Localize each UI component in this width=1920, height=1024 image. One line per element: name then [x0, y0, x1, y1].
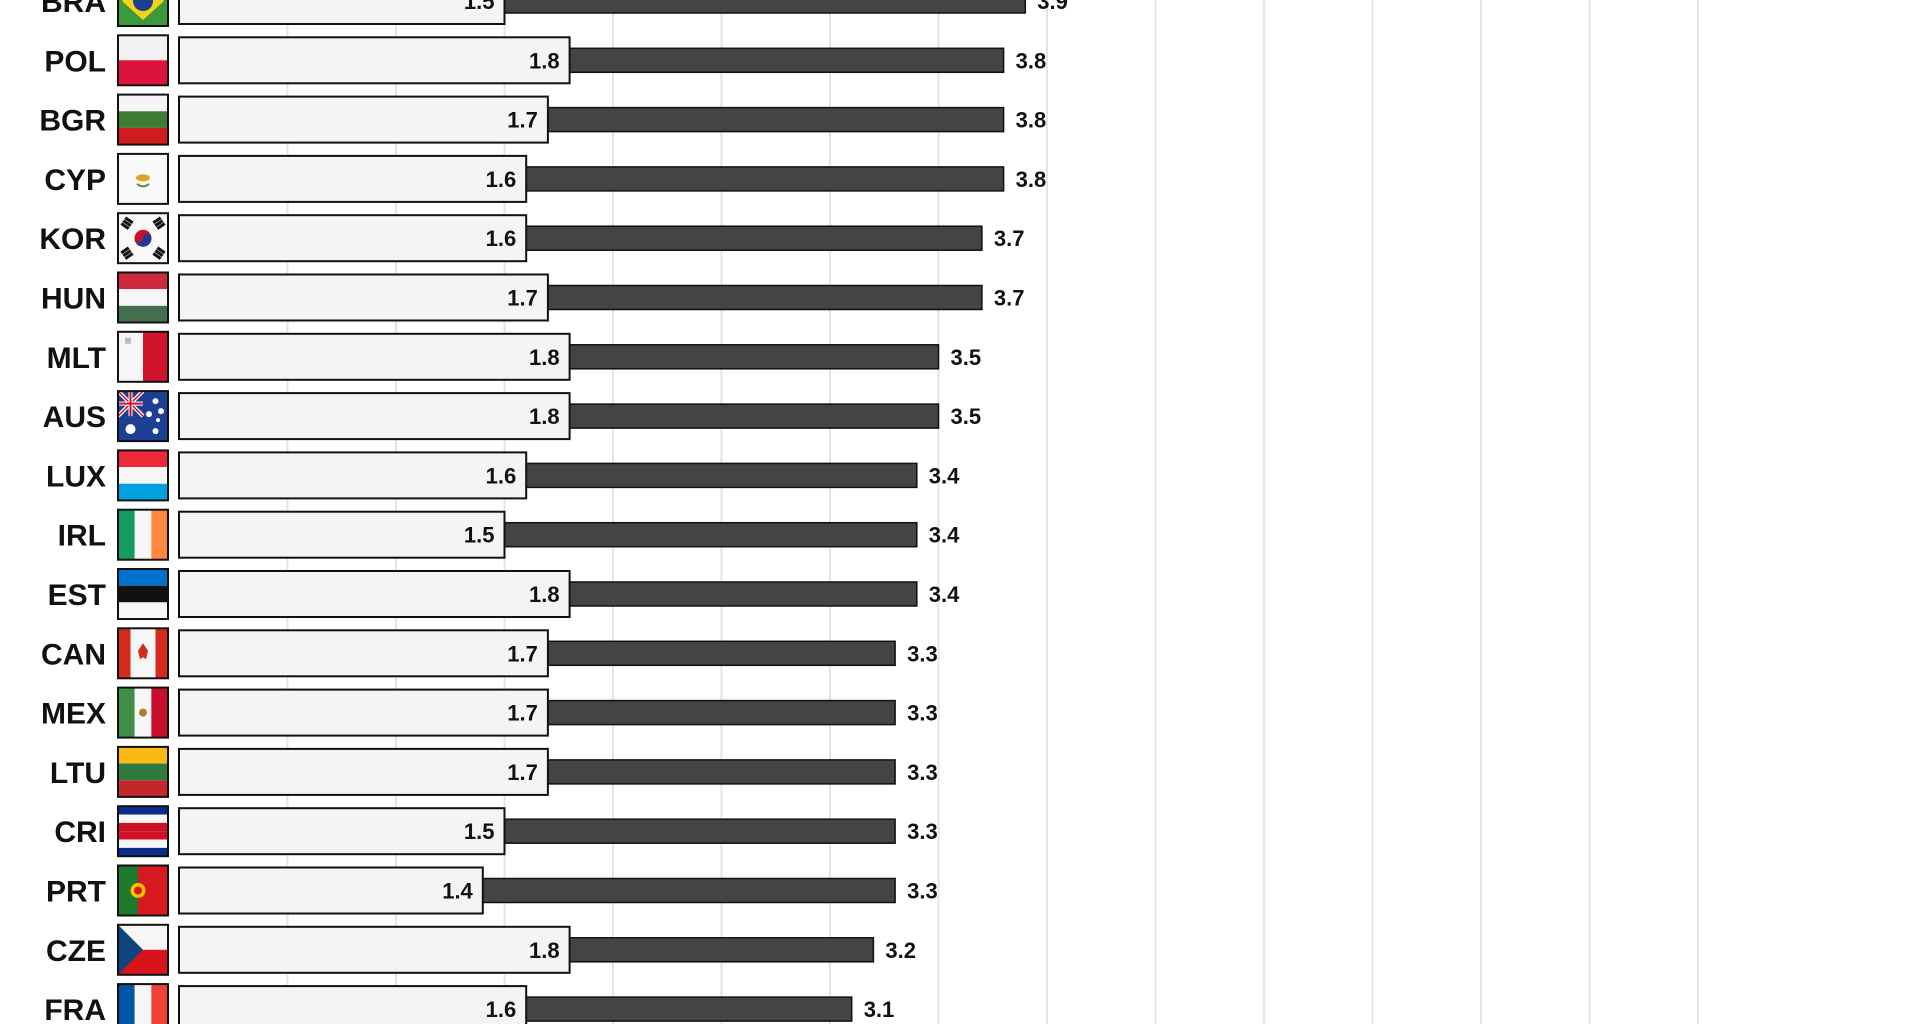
brazil-flag-icon: [117, 0, 169, 27]
value-label-outer: 3.8: [1016, 108, 1047, 133]
value-label-outer: 3.3: [907, 760, 938, 785]
france-flag-icon: [117, 983, 169, 1024]
value-label-inner: 1.5: [464, 819, 495, 844]
country-label-est: EST: [48, 579, 106, 612]
value-label-outer: 3.4: [929, 463, 960, 488]
value-label-inner: 1.7: [507, 701, 538, 726]
bar-inner-mlt: [178, 332, 571, 381]
estonia-flag-icon: [117, 568, 169, 620]
country-label-bra: BRA: [41, 0, 106, 19]
country-label-fra: FRA: [44, 994, 106, 1024]
bar-inner-aus: [178, 392, 571, 441]
lithuania-flag-icon: [117, 745, 169, 798]
luxembourg-flag-icon: [117, 449, 169, 502]
bars: [178, 0, 1027, 1024]
value-label-inner: 1.7: [507, 641, 538, 666]
portugal-flag-icon: [117, 864, 169, 917]
czechia-flag-icon: [117, 923, 169, 976]
country-label-pol: POL: [44, 45, 106, 78]
value-label-inner: 1.5: [464, 523, 495, 548]
country-label-hun: HUN: [41, 283, 106, 316]
value-label-outer: 3.3: [907, 879, 938, 904]
bar-inner-bra: [178, 0, 506, 25]
value-label-inner: 1.6: [486, 226, 517, 251]
mexico-flag-icon: [117, 686, 169, 739]
malta-flag-icon: [117, 330, 169, 383]
hungary-flag-icon: [117, 271, 169, 324]
bar-inner-can: [178, 629, 549, 678]
value-label-outer: 3.8: [1016, 167, 1047, 192]
value-label-inner: 1.6: [486, 997, 517, 1022]
value-label-outer: 3.3: [907, 819, 938, 844]
country-label-lux: LUX: [46, 460, 106, 493]
ireland-flag-icon: [117, 508, 169, 561]
country-label-prt: PRT: [46, 876, 106, 909]
value-label-inner: 1.7: [507, 760, 538, 785]
bar-inner-ltu: [178, 747, 549, 796]
poland-flag-icon: [117, 34, 169, 87]
value-label-inner: 1.8: [529, 48, 560, 73]
country-label-mlt: MLT: [47, 342, 106, 375]
country-label-ltu: LTU: [50, 757, 106, 790]
flags: [116, 0, 169, 1024]
value-label-inner: 1.8: [529, 345, 560, 370]
country-label-irl: IRL: [58, 520, 106, 553]
value-label-outer: 3.3: [907, 641, 938, 666]
bar-inner-est: [178, 570, 571, 618]
country-label-mex: MEX: [41, 698, 106, 731]
country-label-can: CAN: [41, 638, 106, 671]
country-label-kor: KOR: [39, 223, 106, 256]
canada-flag-icon: [117, 627, 169, 680]
value-label-outer: 3.3: [907, 701, 938, 726]
value-label-outer: 3.8: [1016, 48, 1047, 73]
value-label-inner: 1.5: [464, 0, 495, 14]
value-label-inner: 1.7: [507, 108, 538, 133]
costa-rica-flag-icon: [117, 805, 169, 858]
country-label-bgr: BGR: [39, 105, 106, 138]
value-label-outer: 3.5: [951, 345, 982, 370]
bar-inner-cze: [178, 925, 571, 974]
value-label-outer: 3.4: [929, 523, 960, 548]
bar-inner-fra: [178, 985, 528, 1024]
value-label-outer: 3.1: [864, 997, 895, 1022]
value-label-outer: 3.2: [885, 938, 916, 963]
australia-flag-icon: [116, 389, 169, 443]
value-label-outer: 3.9: [1037, 0, 1068, 14]
value-label-inner: 1.8: [529, 404, 560, 429]
bar-inner-irl: [178, 510, 506, 559]
bar-inner-cri: [178, 807, 506, 856]
value-label-outer: 3.5: [951, 404, 982, 429]
country-label-aus: AUS: [43, 401, 106, 434]
value-label-outer: 3.7: [994, 226, 1025, 251]
labels: BRA 1.5 3.9 POL 1.8 3.8 BGR 1.7 3.8 CYP 1.6 3.8 KOR 1…: [39, 0, 1068, 1024]
bar-inner-prt: [178, 866, 484, 915]
country-label-cze: CZE: [46, 935, 106, 968]
country-label-cri: CRI: [54, 816, 106, 849]
south-korea-flag-icon: [117, 212, 169, 265]
value-label-outer: 3.4: [929, 582, 960, 607]
value-label-inner: 1.8: [529, 582, 560, 607]
bar-inner-cyp: [178, 154, 528, 203]
value-label-inner: 1.6: [486, 167, 517, 192]
cyprus-flag-icon: [117, 152, 169, 205]
bar-inner-hun: [178, 273, 549, 322]
value-label-inner: 1.6: [486, 463, 517, 488]
bulgaria-flag-icon: [117, 93, 169, 146]
bar-inner-pol: [178, 36, 571, 85]
country-label-cyp: CYP: [44, 164, 106, 197]
bar-inner-bgr: [178, 95, 549, 144]
bar-inner-kor: [178, 214, 528, 263]
value-label-outer: 3.7: [994, 286, 1025, 311]
bar-inner-lux: [178, 451, 528, 500]
value-label-inner: 1.8: [529, 938, 560, 963]
bar-inner-mex: [178, 688, 549, 737]
value-label-inner: 1.7: [507, 286, 538, 311]
value-label-inner: 1.4: [442, 879, 473, 904]
